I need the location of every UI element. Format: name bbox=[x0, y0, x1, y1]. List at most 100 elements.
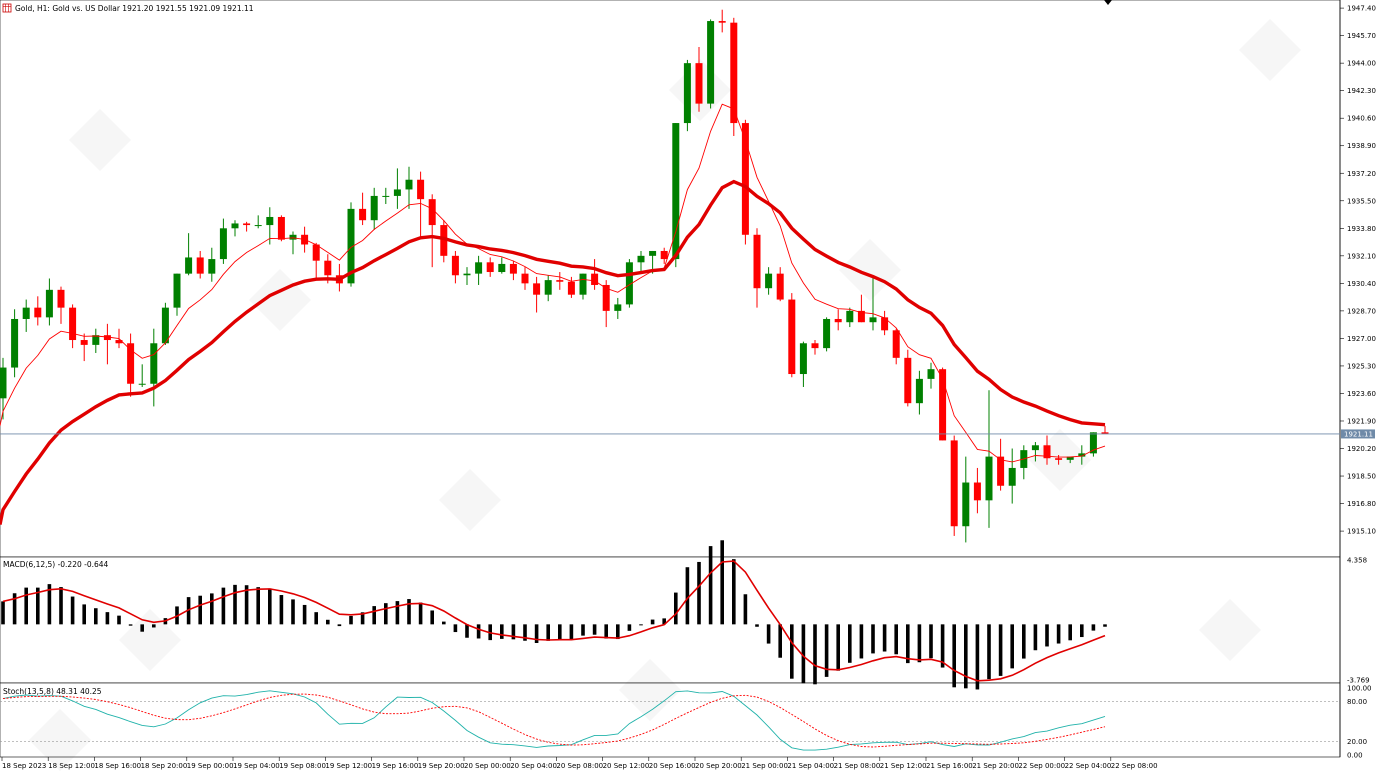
macd-bar bbox=[418, 602, 423, 625]
macd-bar bbox=[906, 624, 910, 664]
macd-bar bbox=[59, 587, 63, 625]
candle-body bbox=[834, 318, 842, 323]
macd-bar bbox=[12, 593, 17, 625]
macd-bar bbox=[326, 619, 330, 625]
price-tick-label: 1921.90 bbox=[1347, 417, 1376, 425]
macd-bar bbox=[894, 624, 898, 655]
candle-body bbox=[138, 383, 146, 385]
macd-bar bbox=[349, 615, 353, 625]
macd-bar bbox=[871, 624, 875, 654]
time-tick-label: 20 Sep 16:00 bbox=[649, 762, 696, 770]
macd-bar bbox=[291, 599, 295, 625]
candle-body bbox=[289, 234, 297, 240]
candle-body bbox=[591, 273, 599, 285]
time-tick-label: 19 Sep 08:00 bbox=[279, 762, 326, 770]
candle-body bbox=[359, 208, 367, 221]
candle-body bbox=[451, 255, 459, 276]
macd-bar bbox=[859, 624, 864, 659]
candle-body bbox=[254, 225, 262, 227]
candle-body bbox=[1089, 432, 1097, 454]
candle-body bbox=[625, 262, 633, 305]
candle-body bbox=[428, 199, 436, 226]
macd-bar bbox=[268, 588, 272, 625]
macd-bar bbox=[952, 624, 956, 688]
candle-body bbox=[80, 340, 88, 345]
candle-body bbox=[753, 234, 761, 289]
macd-bar bbox=[186, 597, 191, 625]
candle-body bbox=[0, 367, 7, 399]
last-price-tag: 1921.11 bbox=[1341, 429, 1375, 439]
macd-histogram bbox=[1, 540, 1107, 690]
price-pane[interactable] bbox=[0, 0, 1341, 558]
candle-body bbox=[672, 123, 680, 260]
candle-body bbox=[277, 216, 285, 240]
price-tick-label: 1945.70 bbox=[1347, 32, 1376, 40]
price-tick-label: 1942.30 bbox=[1347, 87, 1376, 95]
symbol-title: Gold, H1: Gold vs. US Dollar 1921.20 192… bbox=[15, 4, 254, 13]
candle-body bbox=[985, 456, 993, 501]
macd-bar bbox=[674, 592, 678, 625]
candle-body bbox=[869, 317, 877, 323]
candle-body bbox=[103, 335, 111, 341]
candle-body bbox=[579, 273, 587, 295]
macd-bar bbox=[1056, 624, 1061, 644]
candle-body bbox=[556, 280, 564, 282]
macd-bar bbox=[465, 624, 469, 638]
macd-bar bbox=[1022, 624, 1026, 659]
candle-body bbox=[950, 440, 958, 527]
time-tick-label: 21 Sep 16:00 bbox=[926, 762, 973, 770]
macd-bar bbox=[1033, 624, 1038, 651]
candle-body bbox=[683, 63, 691, 124]
candle-body bbox=[1031, 445, 1039, 451]
candle-body bbox=[266, 216, 274, 226]
candle-body bbox=[1043, 445, 1051, 459]
candle-body bbox=[637, 255, 645, 263]
candle-body bbox=[22, 307, 30, 319]
macd-bar bbox=[221, 587, 226, 625]
price-tick-label: 1915.10 bbox=[1347, 528, 1376, 536]
macd-bar bbox=[848, 624, 852, 663]
macd-bar bbox=[24, 587, 28, 625]
macd-bar bbox=[256, 587, 260, 625]
candle-body bbox=[811, 343, 819, 349]
macd-bar bbox=[1068, 624, 1072, 641]
time-tick-label: 22 Sep 08:00 bbox=[1111, 762, 1158, 770]
time-tick-label: 18 Sep 12:00 bbox=[48, 762, 95, 770]
macd-bar bbox=[314, 612, 318, 625]
macd-bar bbox=[917, 624, 922, 663]
candle-body bbox=[196, 257, 204, 274]
macd-bar bbox=[546, 624, 550, 641]
macd-title: MACD(6,12,5) -0.220 -0.644 bbox=[3, 560, 109, 569]
candle-body bbox=[846, 310, 854, 323]
macd-bar bbox=[534, 624, 539, 643]
macd-bar bbox=[616, 624, 620, 640]
candle-body bbox=[1008, 467, 1016, 486]
moving-average-slow bbox=[0, 179, 1106, 525]
candle-body bbox=[614, 304, 622, 311]
price-tick-label: 1933.80 bbox=[1347, 225, 1376, 233]
candle-body bbox=[741, 123, 749, 235]
candle-body bbox=[208, 259, 216, 274]
time-tick-label: 20 Sep 08:00 bbox=[556, 762, 603, 770]
candle-body bbox=[69, 307, 77, 341]
candle-body bbox=[939, 369, 947, 441]
macd-bar bbox=[639, 624, 643, 626]
shift-marker-icon[interactable] bbox=[1104, 0, 1112, 5]
time-tick-label: 21 Sep 04:00 bbox=[787, 762, 834, 770]
macd-bar bbox=[1080, 624, 1084, 638]
candle-body bbox=[173, 273, 181, 308]
candle-body bbox=[799, 343, 807, 375]
candle-body bbox=[115, 340, 123, 344]
macd-bar bbox=[476, 624, 481, 639]
macd-axis: 4.358 -3.769 bbox=[1347, 557, 1370, 685]
time-tick-label: 20 Sep 00:00 bbox=[464, 762, 511, 770]
candle-body bbox=[382, 195, 390, 197]
macd-bar bbox=[140, 624, 144, 632]
macd-bar bbox=[720, 540, 724, 625]
candle-body bbox=[475, 262, 483, 274]
candle-body bbox=[486, 262, 494, 273]
macd-bar bbox=[395, 601, 400, 625]
time-tick-label: 21 Sep 20:00 bbox=[972, 762, 1019, 770]
candle-body bbox=[533, 283, 541, 295]
